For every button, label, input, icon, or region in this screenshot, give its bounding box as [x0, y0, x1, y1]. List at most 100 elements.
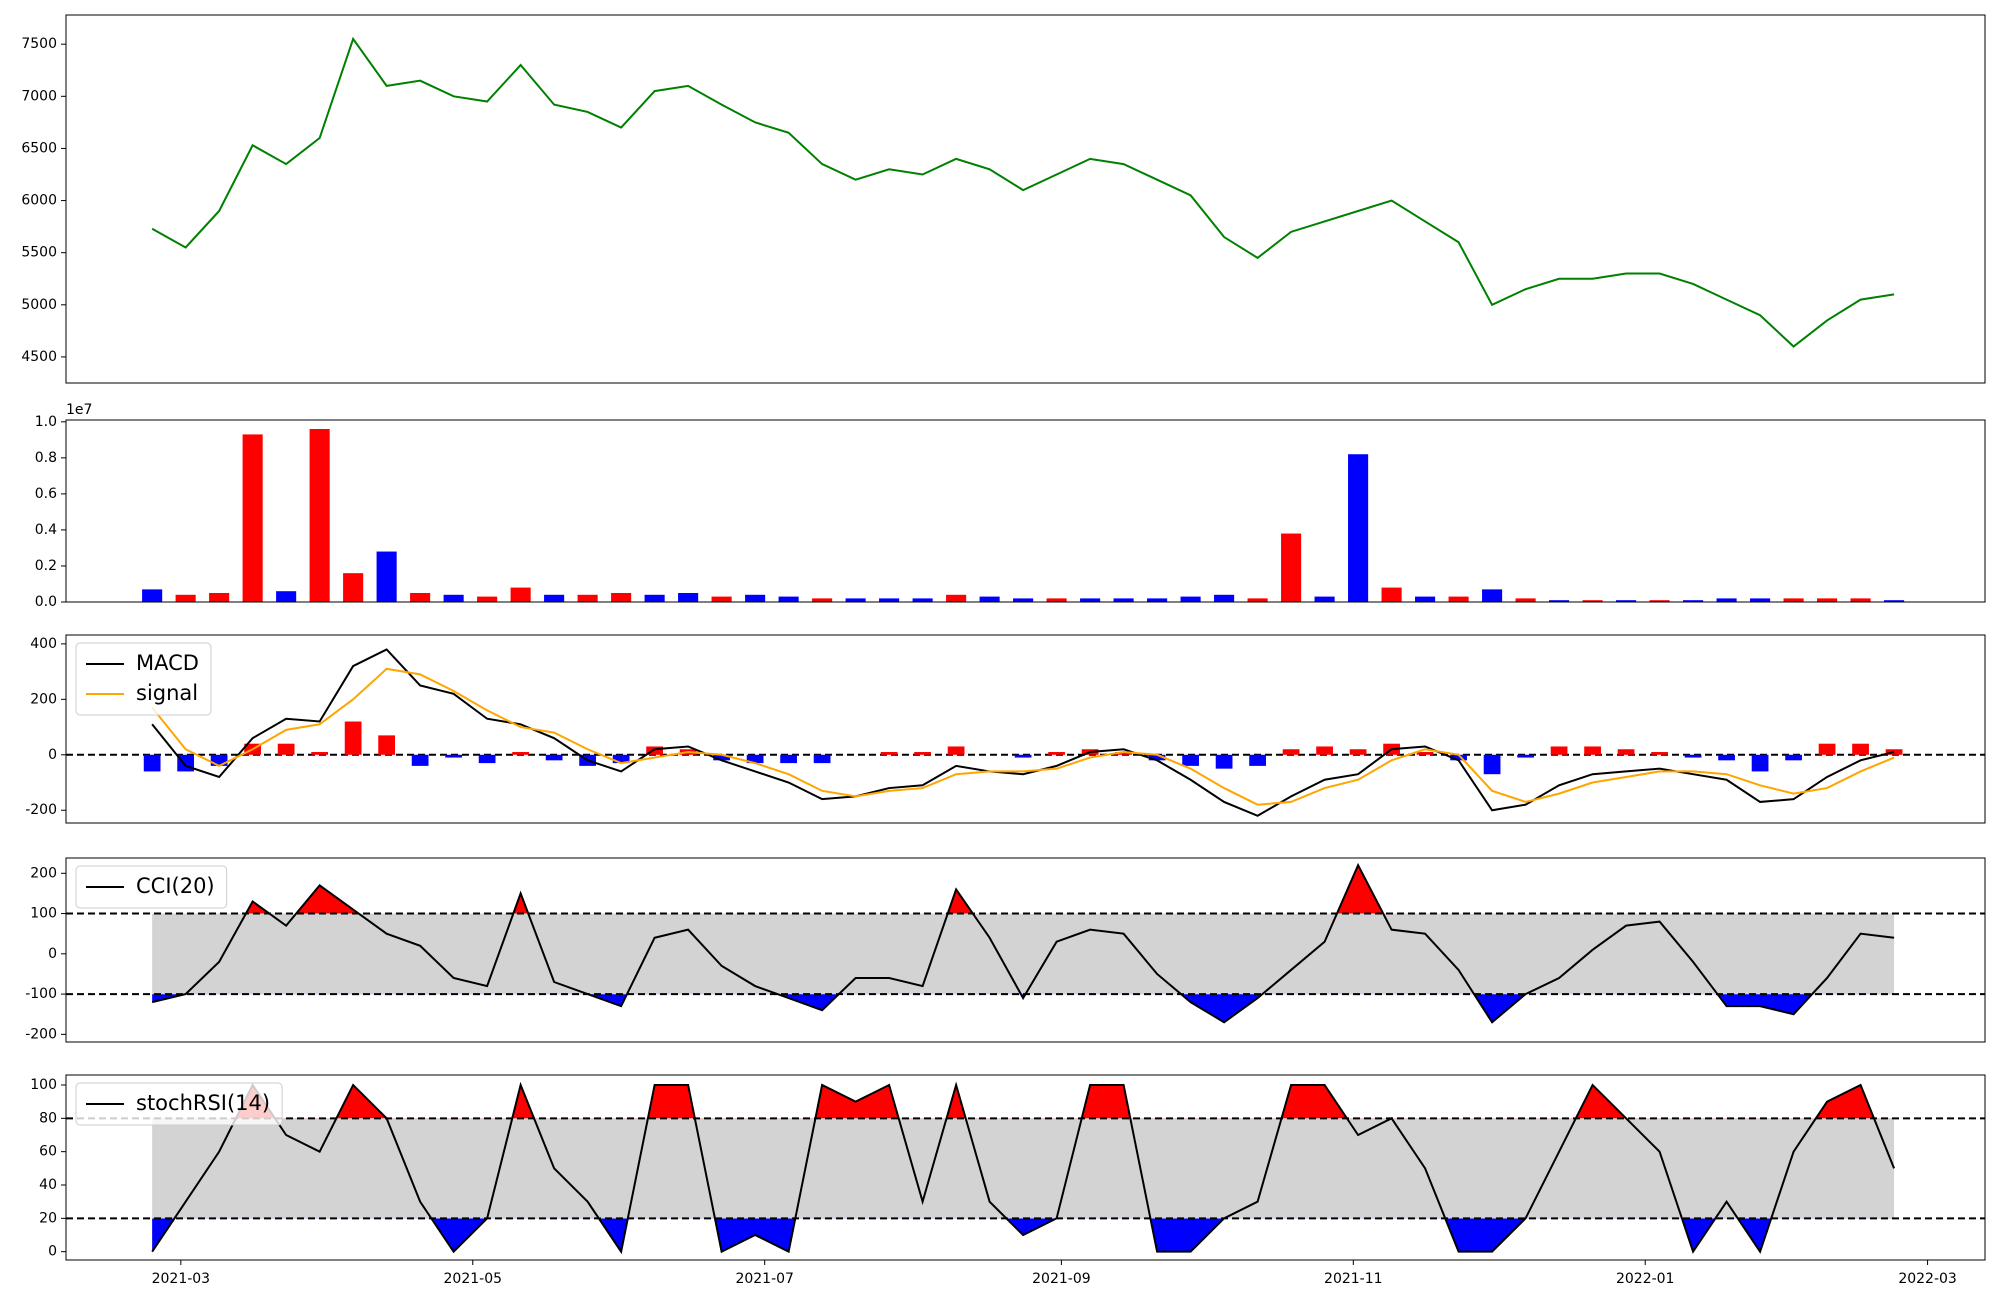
bar [1415, 596, 1436, 602]
histogram-bar [780, 754, 797, 764]
bar [175, 594, 196, 602]
bar [1750, 598, 1771, 602]
plot-frame [65, 634, 1986, 824]
y-tick-label: 80 [39, 1110, 57, 1126]
bar [812, 598, 833, 602]
histogram-bar [1048, 752, 1065, 755]
y-tick-label: 200 [30, 691, 57, 707]
line [151, 667, 1895, 806]
bar [1850, 598, 1871, 602]
histogram-bar [1785, 754, 1802, 761]
x-tick-label: 2021-07 [735, 1271, 794, 1287]
histogram-bar [1718, 754, 1735, 761]
y-tick-label: -200 [25, 1026, 57, 1042]
bar [410, 592, 431, 602]
band-fill [152, 913, 1895, 995]
y-tick-label: 100 [30, 906, 57, 922]
bar [1884, 600, 1905, 602]
line [151, 862, 1895, 1024]
y-tick-label: 0 [48, 1244, 57, 1260]
line [151, 36, 1895, 348]
histogram-bar [1316, 746, 1333, 755]
bar [209, 592, 230, 602]
legend-box [75, 865, 228, 909]
bar [1683, 600, 1704, 602]
y-tick-label: 0 [48, 946, 57, 962]
bar [644, 594, 665, 602]
y-tick-label: 200 [30, 865, 57, 881]
histogram-bar [813, 754, 831, 764]
y-tick-label: 0.0 [35, 594, 57, 610]
y-tick-label: 0.4 [35, 522, 57, 538]
histogram-bar [277, 743, 295, 755]
histogram-bar [1450, 754, 1467, 761]
y-tick-label: 60 [39, 1144, 57, 1160]
histogram-bar [1684, 754, 1702, 758]
bar [1616, 600, 1637, 602]
histogram-bar [646, 746, 663, 755]
bar [711, 596, 732, 602]
bar [1515, 598, 1536, 602]
x-tick-label: 2021-11 [1324, 1271, 1383, 1287]
bar [979, 596, 1000, 602]
y-tick-label: 0.2 [35, 558, 57, 574]
bar [611, 592, 632, 602]
histogram-bar [344, 721, 362, 755]
histogram-bar [1483, 754, 1501, 775]
y-tick-label: 4500 [21, 349, 57, 365]
bar [443, 594, 464, 602]
bar [510, 587, 531, 602]
bar [1716, 598, 1737, 602]
histogram-bar [713, 754, 730, 761]
histogram-bar [1818, 743, 1836, 755]
bar [1582, 600, 1603, 602]
legend-box [75, 1082, 283, 1126]
bar [376, 551, 397, 602]
bar [1247, 598, 1268, 602]
histogram-bar [1215, 754, 1233, 769]
histogram-bar [1416, 752, 1434, 755]
bar [142, 589, 163, 602]
histogram-bar [1182, 754, 1199, 766]
histogram-bar [1852, 743, 1869, 755]
x-tick-label: 2022-01 [1616, 1271, 1675, 1287]
histogram-bar [545, 754, 563, 761]
y-tick-label: 5000 [21, 297, 57, 313]
bar [276, 591, 297, 602]
bar [1649, 600, 1670, 602]
line [151, 648, 1895, 817]
bar [1214, 594, 1235, 602]
histogram-bar [1651, 752, 1668, 755]
histogram-bar [914, 752, 931, 755]
histogram-bar [1148, 754, 1166, 761]
histogram-bar [1617, 749, 1635, 755]
y-tick-label: 5500 [21, 245, 57, 261]
bar [242, 434, 263, 602]
histogram-bar [1014, 754, 1032, 758]
y-tick-label: 7500 [21, 36, 57, 52]
bar [1281, 533, 1302, 602]
bar [1817, 598, 1838, 602]
legend-label: CCI(20) [136, 874, 215, 898]
y-tick-label: 6500 [21, 140, 57, 156]
bar [912, 598, 933, 602]
plot-frame [65, 419, 1986, 603]
bar [879, 598, 900, 602]
bar [1013, 598, 1034, 602]
bar [1113, 598, 1134, 602]
bar [1314, 596, 1335, 602]
histogram-bar [143, 754, 161, 772]
x-tick-label: 2021-03 [152, 1271, 211, 1287]
histogram-bar [512, 752, 530, 755]
bar [845, 598, 866, 602]
histogram-bar [880, 752, 898, 755]
plot-frame [65, 857, 1986, 1043]
histogram-bar [1584, 746, 1601, 755]
legend-label: signal [136, 681, 198, 705]
y-tick-label: 0.6 [35, 486, 57, 502]
y-tick-label: -100 [25, 986, 57, 1002]
histogram-bar [378, 735, 396, 755]
x-tick-label: 2021-05 [444, 1271, 503, 1287]
y-tick-label: 400 [30, 636, 57, 652]
y-tick-label: 6000 [21, 193, 57, 209]
